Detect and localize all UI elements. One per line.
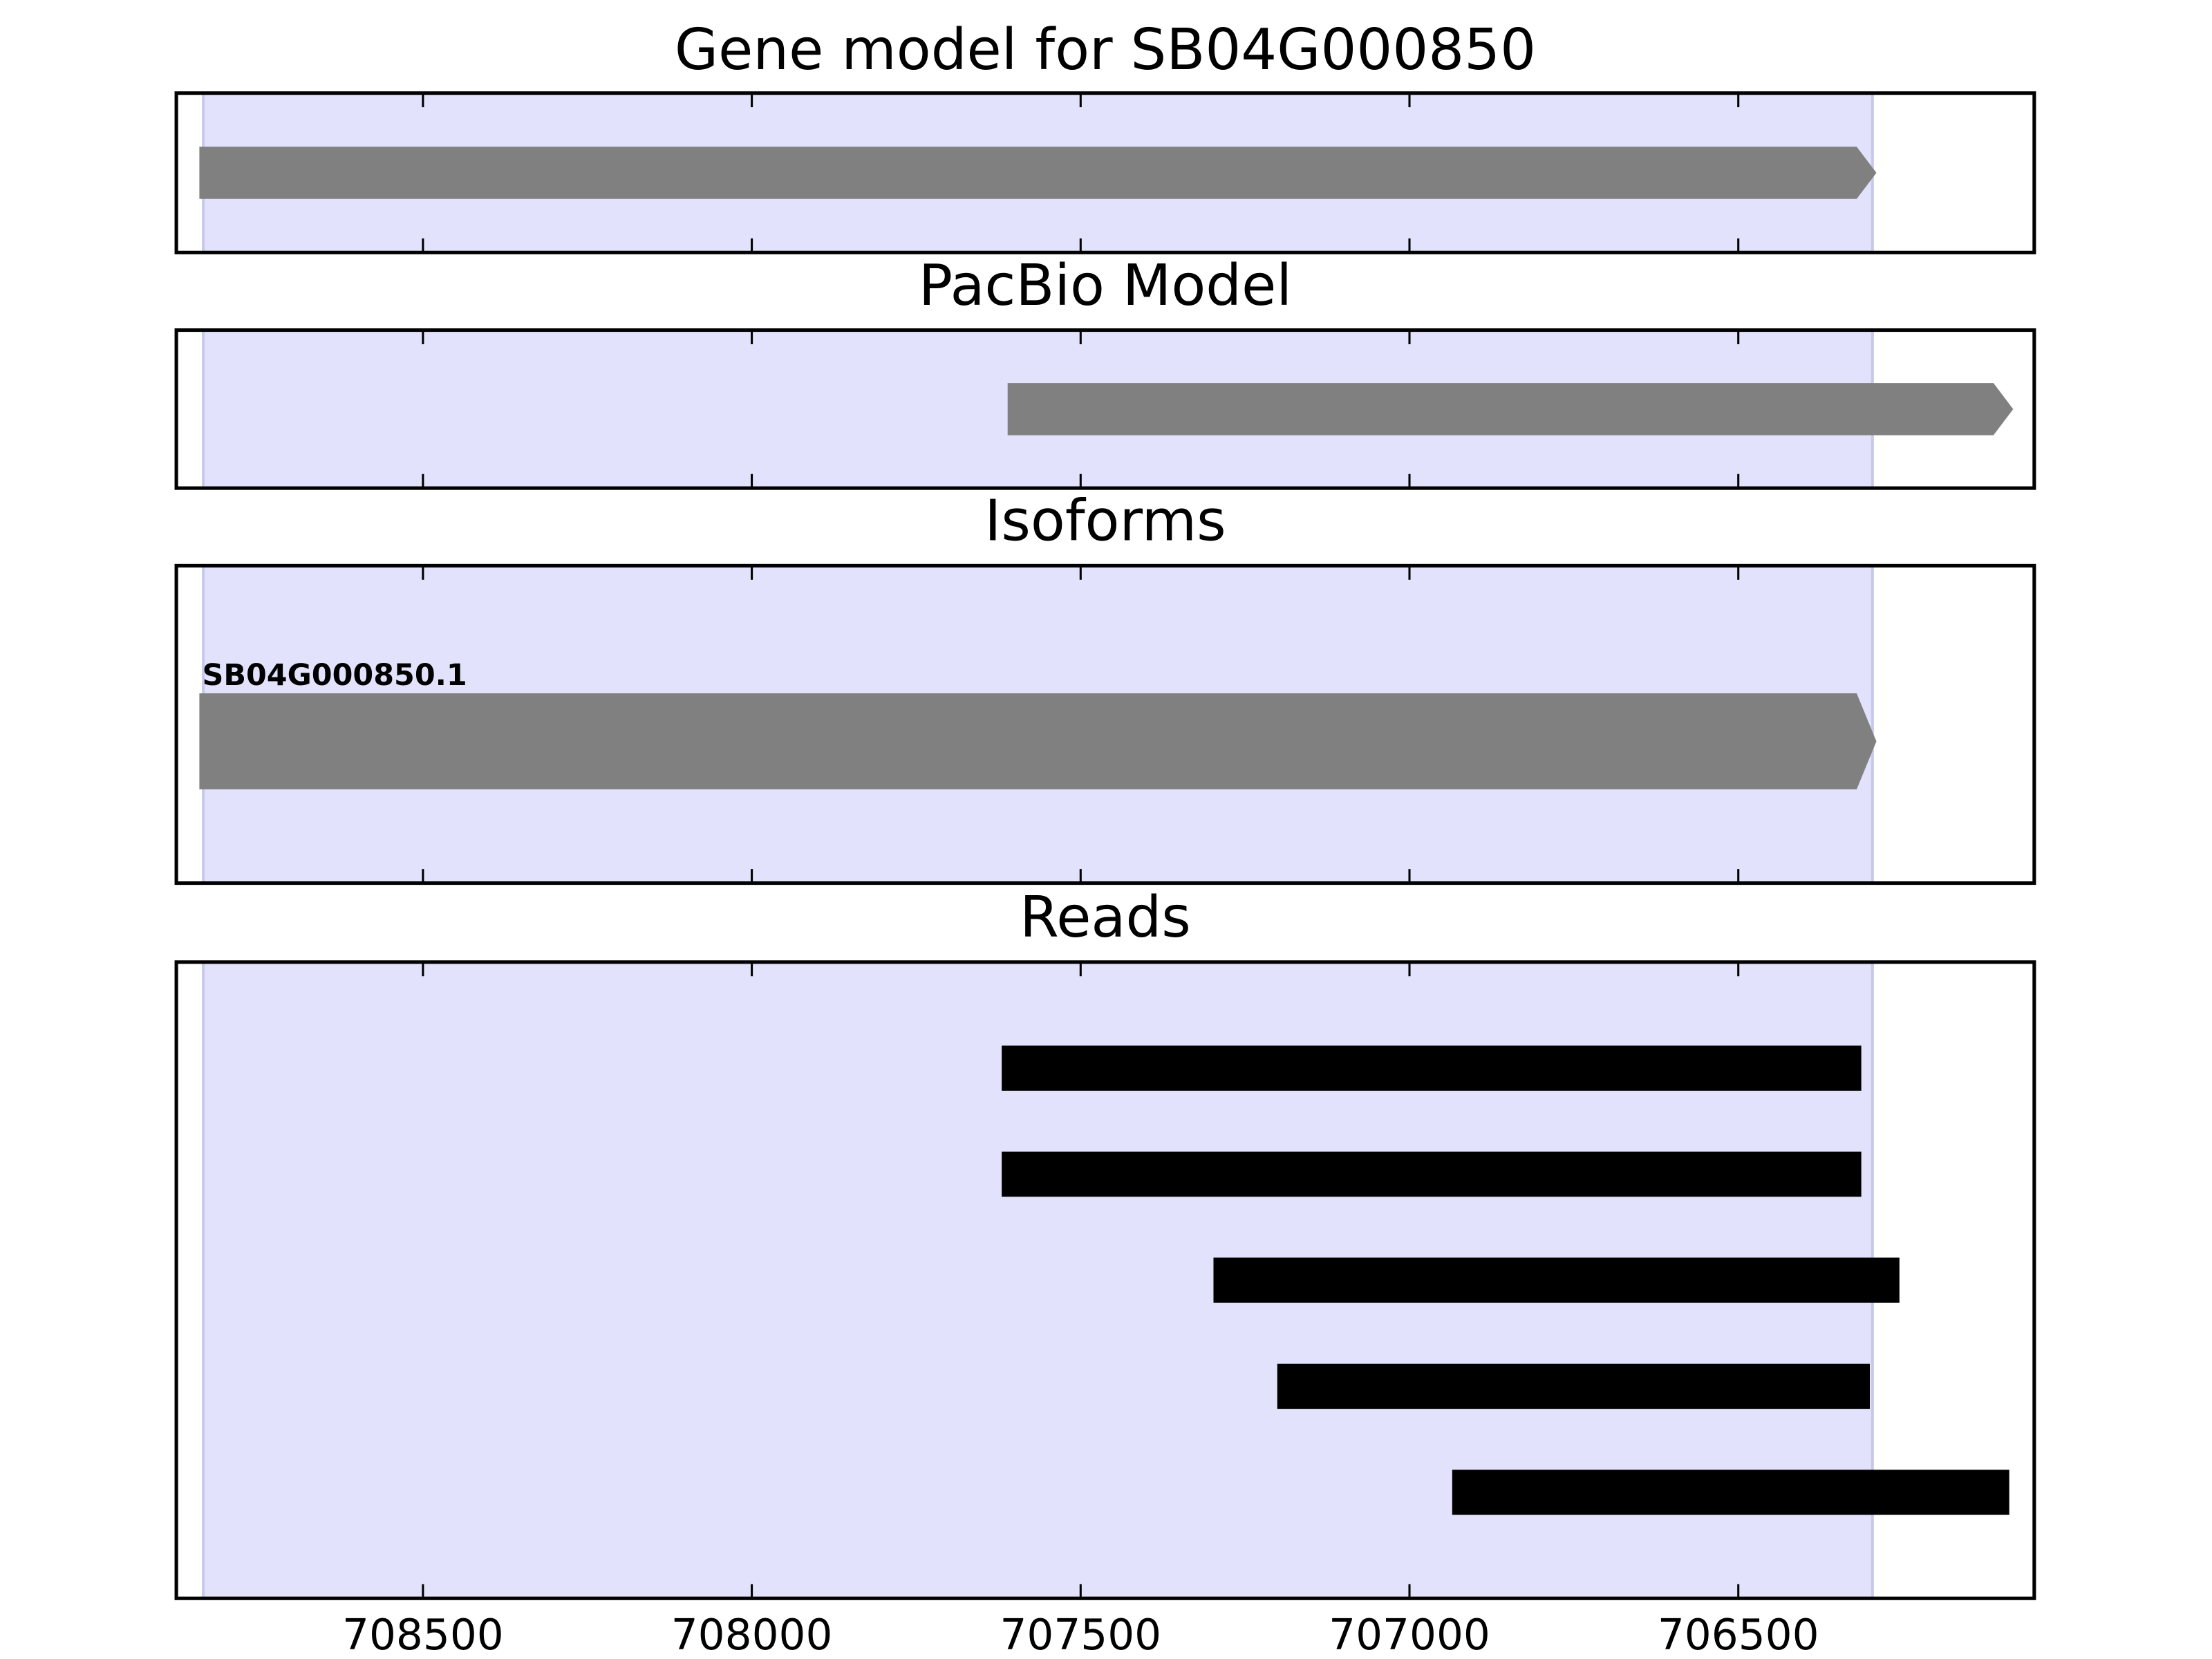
- panel-title: Gene model for SB04G000850: [675, 17, 1536, 83]
- panel: Reads 708500 708000 707500 707000 706500: [174, 885, 2036, 1659]
- read-bar: [1277, 1363, 1871, 1409]
- gene-arrow: [199, 693, 1877, 789]
- panel-frame: [174, 91, 2036, 254]
- feature-label: SB04G000850.1: [202, 658, 467, 693]
- x-tick-label: 707500: [1000, 1611, 1161, 1659]
- panel: Gene model for SB04G000850: [174, 17, 2036, 254]
- x-tick-label: 707000: [1329, 1611, 1490, 1659]
- panel: PacBio Model: [174, 253, 2036, 490]
- read-bar: [1002, 1045, 1862, 1091]
- panel-frame: [174, 328, 2036, 490]
- panel-title: Reads: [1020, 885, 1191, 950]
- x-tick-label: 708500: [342, 1611, 504, 1659]
- panel-title: Isoforms: [984, 489, 1226, 554]
- read-bar: [1213, 1257, 1900, 1303]
- panel: Isoforms SB04G000850.1: [174, 489, 2036, 885]
- gene-arrow: [1007, 383, 2014, 435]
- panel-frame: [174, 563, 2036, 885]
- read-bar: [1452, 1470, 2009, 1515]
- read-bar: [1002, 1151, 1862, 1197]
- x-tick-label: 706500: [1658, 1611, 1819, 1659]
- gene-arrow: [199, 147, 1877, 199]
- panel-frame: [174, 960, 2036, 1600]
- panel-title: PacBio Model: [919, 253, 1292, 319]
- x-tick-label: 708000: [671, 1611, 833, 1659]
